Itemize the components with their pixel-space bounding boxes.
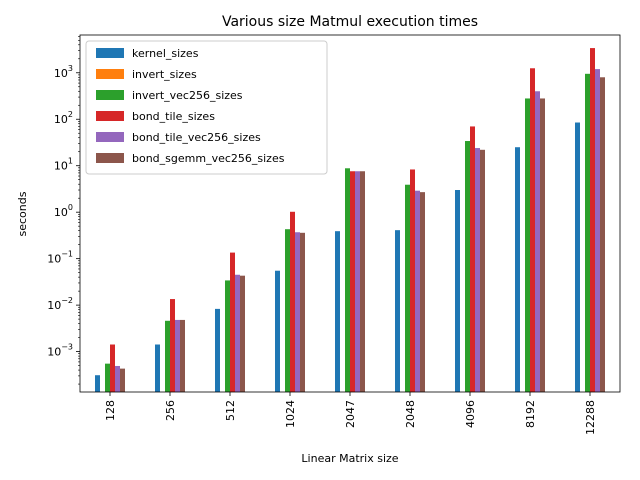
- bar-kernel_sizes-8192: [515, 147, 520, 392]
- x-tick-label: 8192: [524, 400, 537, 428]
- bar-bond_tile_vec256_sizes-2048: [415, 190, 420, 392]
- legend-label-invert_vec256_sizes: invert_vec256_sizes: [132, 89, 243, 102]
- plot-frame: [79, 34, 621, 393]
- x-ticks: 128 256 512 1024 2047 2048 4096 8192 12288: [104, 392, 597, 435]
- bar-kernel_sizes-2048: [395, 230, 400, 392]
- bar-bond_tile_sizes-1024: [290, 211, 295, 392]
- bar-bond_sgemm_vec256_sizes-256: [180, 319, 185, 392]
- bar-bond_tile_vec256_sizes-128: [115, 365, 120, 392]
- bar-invert_vec256_sizes-8192: [525, 98, 530, 393]
- bar-bond_tile_sizes-4096: [470, 126, 475, 392]
- x-tick-label: 1024: [284, 400, 297, 428]
- bar-bond_tile_sizes-8192: [530, 68, 535, 393]
- bar-bond_tile_vec256_sizes-4096: [475, 148, 480, 392]
- legend-swatch-bond_tile_sizes: [96, 111, 124, 121]
- bar-kernel_sizes-128: [95, 375, 100, 392]
- x-tick-label: 256: [164, 400, 177, 421]
- legend-label-invert_sizes: invert_sizes: [132, 68, 197, 81]
- y-tick-label: 103: [54, 64, 73, 80]
- bars-group: [95, 48, 605, 393]
- bar-bond_sgemm_vec256_sizes-2047: [360, 171, 365, 392]
- y-tick-label: 101: [54, 157, 73, 173]
- bar-bond_tile_sizes-256: [170, 299, 175, 392]
- bar-bond_tile_vec256_sizes-8192: [535, 91, 540, 393]
- bar-kernel_sizes-2047: [335, 231, 340, 392]
- bar-bond_tile_sizes-512: [230, 252, 235, 392]
- bar-kernel_sizes-12288: [575, 122, 580, 393]
- legend-swatch-bond_sgemm_vec256_sizes: [96, 153, 124, 163]
- bar-bond_sgemm_vec256_sizes-1024: [300, 232, 305, 392]
- x-tick-label: 4096: [464, 400, 477, 428]
- bar-kernel_sizes-256: [155, 344, 160, 392]
- legend-label-bond_tile_vec256_sizes: bond_tile_vec256_sizes: [132, 131, 261, 144]
- bar-invert_vec256_sizes-128: [105, 363, 110, 392]
- bar-invert_vec256_sizes-12288: [585, 73, 590, 392]
- bar-kernel_sizes-4096: [455, 190, 460, 392]
- bar-bond_tile_vec256_sizes-256: [175, 319, 180, 392]
- y-tick-label: 10−1: [47, 250, 73, 266]
- bar-bond_sgemm_vec256_sizes-2048: [420, 192, 425, 392]
- y-tick-label: 10−3: [47, 343, 73, 359]
- y-tick-label: 102: [54, 110, 73, 126]
- bar-invert_vec256_sizes-1024: [285, 229, 290, 392]
- x-axis-label: Linear Matrix size: [301, 452, 398, 465]
- bar-kernel_sizes-1024: [275, 270, 280, 392]
- bar-invert_vec256_sizes-256: [165, 320, 170, 392]
- y-ticks: 10−3 10−2 10−1 100 101 102 103: [47, 36, 80, 385]
- y-axis-label: seconds: [16, 191, 29, 236]
- bar-bond_tile_vec256_sizes-1024: [295, 232, 300, 392]
- bar-kernel_sizes-512: [215, 308, 220, 392]
- legend-label-bond_tile_sizes: bond_tile_sizes: [132, 110, 215, 123]
- chart-title: Various size Matmul execution times: [222, 14, 478, 30]
- bar-bond_sgemm_vec256_sizes-12288: [600, 77, 605, 392]
- bar-bond_sgemm_vec256_sizes-4096: [480, 149, 485, 392]
- y-tick-label: 100: [54, 203, 73, 219]
- bar-bond_sgemm_vec256_sizes-8192: [540, 98, 545, 393]
- legend-label-kernel_sizes: kernel_sizes: [132, 47, 199, 60]
- bar-invert_vec256_sizes-512: [225, 280, 230, 392]
- legend-label-bond_sgemm_vec256_sizes: bond_sgemm_vec256_sizes: [132, 152, 285, 165]
- legend: kernel_sizes invert_sizes invert_vec256_si…: [85, 40, 328, 175]
- x-tick-label: 512: [224, 400, 237, 421]
- bar-bond_tile_sizes-128: [110, 344, 115, 392]
- bar-bond_tile_vec256_sizes-12288: [595, 69, 600, 392]
- bar-bond_tile_sizes-2047: [350, 171, 355, 392]
- x-tick-label: 12288: [584, 400, 597, 435]
- legend-swatch-invert_sizes: [96, 69, 124, 79]
- bar-bond_tile_vec256_sizes-2047: [355, 171, 360, 392]
- bar-invert_vec256_sizes-4096: [465, 141, 470, 392]
- bar-bond_tile_sizes-2048: [410, 169, 415, 392]
- legend-swatch-kernel_sizes: [96, 48, 124, 58]
- legend-swatch-bond_tile_vec256_sizes: [96, 132, 124, 142]
- x-tick-label: 128: [104, 400, 117, 421]
- bar-bond_tile_sizes-12288: [590, 48, 595, 392]
- x-tick-label: 2047: [344, 400, 357, 428]
- bar-invert_vec256_sizes-2047: [345, 168, 350, 392]
- bar-bond_sgemm_vec256_sizes-512: [240, 275, 245, 392]
- legend-swatch-invert_vec256_sizes: [96, 90, 124, 100]
- bar-bond_sgemm_vec256_sizes-128: [120, 368, 125, 392]
- y-tick-label: 10−2: [47, 296, 73, 312]
- x-tick-label: 2048: [404, 400, 417, 428]
- bar-bond_tile_vec256_sizes-512: [235, 274, 240, 392]
- legend-box: [85, 40, 328, 175]
- bar-invert_vec256_sizes-2048: [405, 184, 410, 392]
